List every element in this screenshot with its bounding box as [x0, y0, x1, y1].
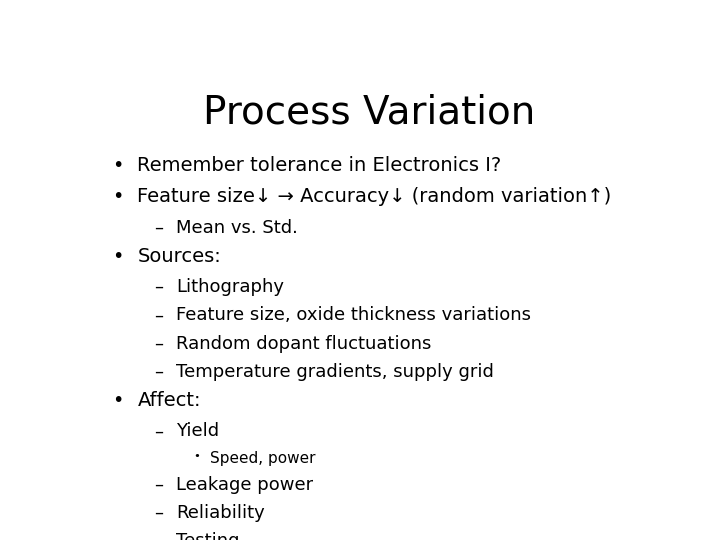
Text: –: – [154, 278, 163, 296]
Text: –: – [154, 335, 163, 353]
Text: Affect:: Affect: [138, 391, 201, 410]
Text: •: • [112, 156, 124, 176]
Text: Remember tolerance in Electronics I?: Remember tolerance in Electronics I? [138, 156, 502, 176]
Text: Reliability: Reliability [176, 504, 265, 522]
Text: –: – [154, 422, 163, 441]
Text: Feature size↓ → Accuracy↓ (random variation↑): Feature size↓ → Accuracy↓ (random variat… [138, 187, 612, 206]
Text: Lithography: Lithography [176, 278, 284, 296]
Text: –: – [154, 504, 163, 522]
Text: •: • [112, 391, 124, 410]
Text: •: • [193, 451, 200, 461]
Text: –: – [154, 532, 163, 540]
Text: Yield: Yield [176, 422, 220, 441]
Text: –: – [154, 219, 163, 237]
Text: •: • [112, 247, 124, 266]
Text: Feature size, oxide thickness variations: Feature size, oxide thickness variations [176, 306, 531, 325]
Text: –: – [154, 476, 163, 494]
Text: Temperature gradients, supply grid: Temperature gradients, supply grid [176, 363, 495, 381]
Text: Process Variation: Process Variation [203, 94, 535, 132]
Text: –: – [154, 363, 163, 381]
Text: Speed, power: Speed, power [210, 451, 315, 465]
Text: Mean vs. Std.: Mean vs. Std. [176, 219, 298, 237]
Text: –: – [154, 306, 163, 325]
Text: Testing: Testing [176, 532, 240, 540]
Text: Random dopant fluctuations: Random dopant fluctuations [176, 335, 432, 353]
Text: Sources:: Sources: [138, 247, 221, 266]
Text: Leakage power: Leakage power [176, 476, 314, 494]
Text: •: • [112, 187, 124, 206]
